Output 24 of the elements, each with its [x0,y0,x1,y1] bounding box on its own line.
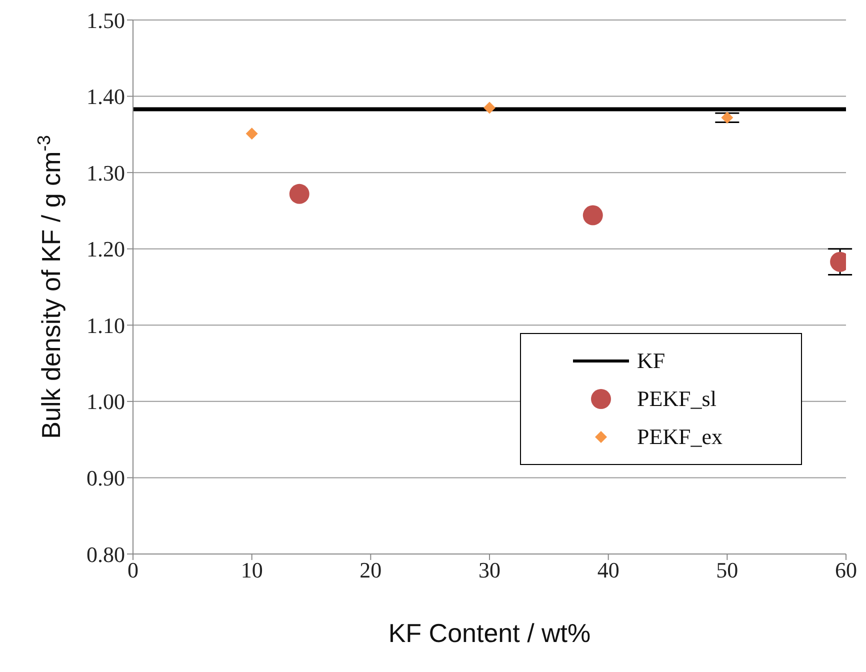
point [484,102,496,114]
y-tick-label: 0.90 [86,466,125,491]
y-tick-label: 1.40 [86,84,125,110]
y-tick-label: 1.00 [86,389,125,414]
x-tick-label: 50 [716,558,738,583]
y-tick-label: 1.50 [86,8,125,33]
x-tick-label: 30 [478,558,500,583]
y-tick-label: 1.20 [86,236,125,262]
x-tick-label: 60 [835,558,857,583]
x-tick-label: 20 [360,558,382,583]
legend-label: KF [637,348,666,374]
point [721,112,734,124]
point [246,128,258,140]
x-tick-label: 40 [597,558,620,583]
x-tick-label: 10 [240,558,263,583]
y-tick-label: 0.80 [86,542,125,567]
x-axis-title: KF Content / wt% [388,618,591,648]
y-tick-label: 1.30 [86,160,125,186]
point [582,205,603,226]
point [289,184,310,204]
x-tick-label: 0 [128,558,138,583]
legend-label: PEKF_sl [637,386,716,412]
y-tick-label: 1.10 [86,312,125,338]
legend-label: PEKF_ex [637,424,723,450]
